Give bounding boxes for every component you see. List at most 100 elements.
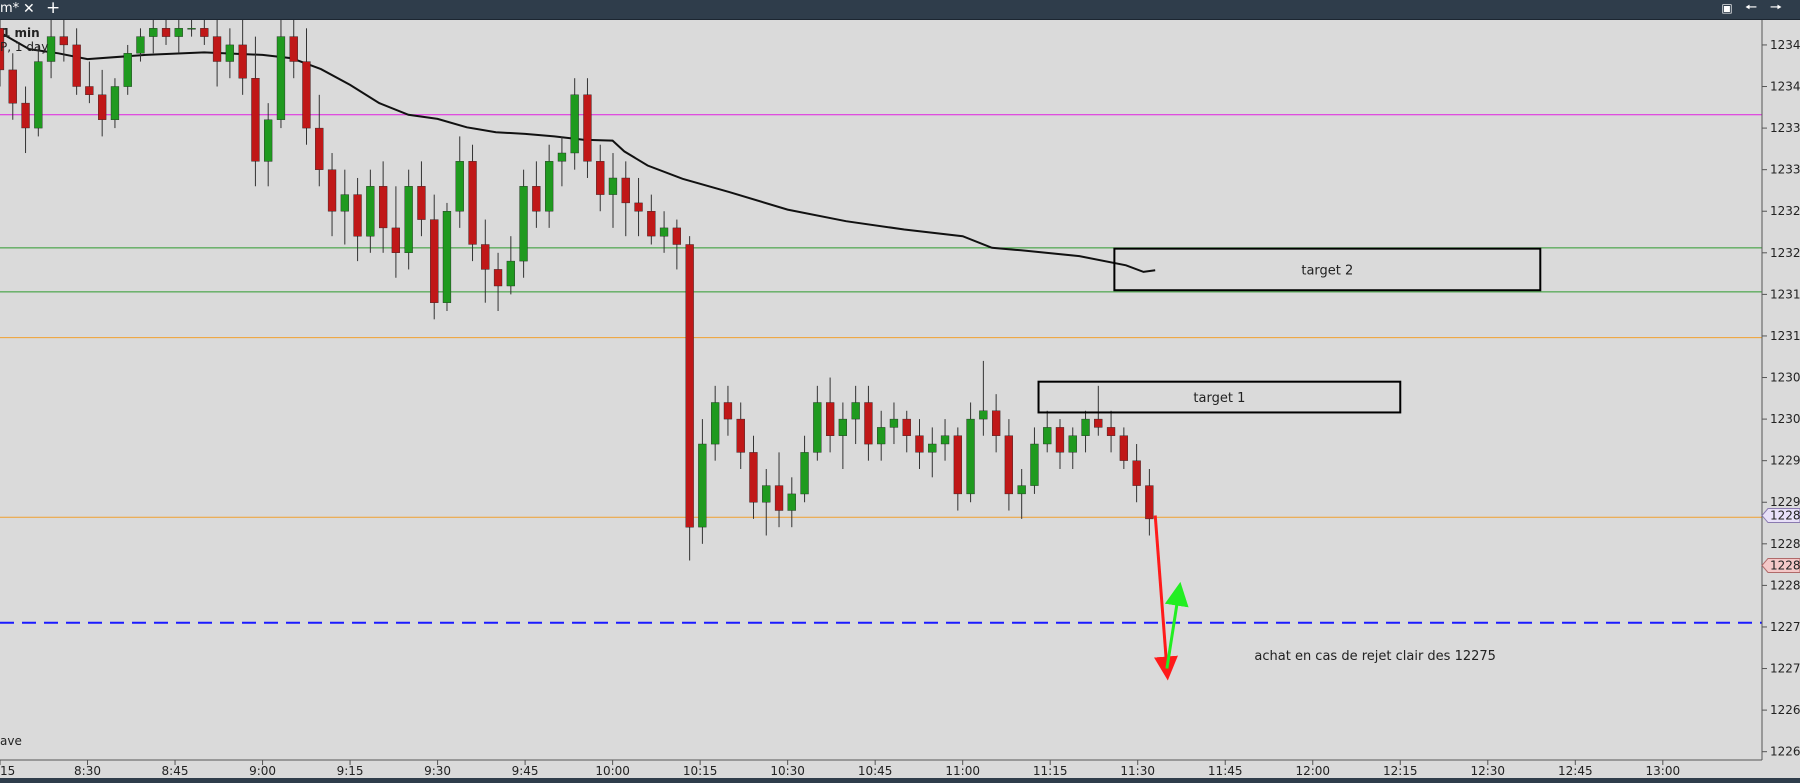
- candle-body-down: [992, 410, 1001, 436]
- arrow-right-icon[interactable]: 🠖: [1769, 0, 1783, 16]
- x-axis: 15 8:30 8:45 9:00 9:15 9:30 9:45 10:00 10:15 10:3…: [0, 760, 1680, 778]
- candle-body-up: [787, 493, 796, 511]
- candle: [110, 78, 120, 129]
- candle: [149, 20, 158, 54]
- price-marker-12288: 12288: [1761, 508, 1800, 524]
- candle: [506, 236, 515, 295]
- candle: [1145, 468, 1154, 536]
- candle-body-down: [391, 227, 400, 253]
- candle-body-down: [647, 210, 656, 237]
- y-tick-label: 12300: [1770, 412, 1800, 426]
- candle: [1106, 410, 1116, 453]
- candle-body-down: [685, 244, 694, 528]
- y-tick-label: 12330: [1770, 163, 1800, 177]
- interval-label: 1 min: [2, 26, 40, 40]
- candle: [672, 219, 682, 270]
- chart-tab-label[interactable]: m*: [0, 1, 20, 16]
- target-box-frame: [1037, 380, 1402, 414]
- x-tick-label: 11:15: [1033, 764, 1068, 778]
- y-tick-label: 12335: [1770, 121, 1800, 135]
- bottom-left-label: ave: [0, 734, 22, 748]
- candle: [289, 20, 298, 79]
- candle: [200, 20, 209, 45]
- candle-body-up: [928, 443, 937, 453]
- candle: [264, 103, 273, 187]
- candles: [0, 20, 1154, 561]
- candle: [621, 161, 630, 237]
- candle-body-down: [200, 28, 209, 37]
- candle-body-up: [698, 443, 707, 528]
- candle-body-down: [161, 28, 171, 37]
- y-tick-label: 12270: [1770, 662, 1800, 676]
- x-tick-label: 11:00: [945, 764, 980, 778]
- price-marker-label: 12282: [1770, 558, 1800, 572]
- candle: [238, 20, 247, 95]
- candle-body-up: [851, 402, 860, 420]
- target-box-label-target-1: target 1: [1193, 391, 1245, 406]
- candle-body-down: [532, 186, 541, 212]
- close-icon[interactable]: ✕: [23, 1, 35, 17]
- candle: [519, 169, 528, 278]
- x-tick-label: 12:45: [1558, 764, 1593, 778]
- candle-body-up: [123, 53, 132, 87]
- candle: [174, 20, 183, 54]
- candle-body-down: [353, 194, 362, 237]
- candle: [21, 86, 30, 154]
- candle-body-down: [315, 127, 324, 170]
- candle: [136, 28, 145, 62]
- candle-body-up: [800, 452, 809, 495]
- candle: [442, 202, 452, 312]
- candle-body-down: [59, 36, 69, 46]
- candlestick-chart[interactable]: target 2 target 1 achat en cas de rejet cl…: [0, 20, 1800, 778]
- x-tick-label: 9:15: [337, 764, 364, 778]
- horizontal-levels: [0, 114, 1762, 624]
- candle-body-down: [238, 44, 247, 79]
- candle-body-up: [940, 435, 950, 445]
- x-tick-label: 13:00: [1646, 764, 1681, 778]
- target-box-target-2: target 2: [1113, 247, 1542, 292]
- candle: [340, 169, 349, 245]
- candle: [1043, 410, 1052, 453]
- candle-body-up: [519, 186, 528, 262]
- candle: [1094, 385, 1103, 436]
- x-tick-label: 9:00: [249, 764, 276, 778]
- candle: [455, 136, 464, 228]
- candle: [493, 252, 503, 312]
- candle-body-down: [1094, 418, 1103, 428]
- candle: [481, 219, 490, 303]
- target-box-label-target-2: target 2: [1301, 263, 1353, 278]
- candle: [902, 410, 911, 453]
- candle: [928, 427, 937, 478]
- candle: [123, 44, 132, 95]
- candle-body-up: [442, 210, 452, 303]
- add-tab-icon[interactable]: +: [46, 0, 61, 18]
- candle-body-down: [72, 44, 81, 87]
- bottom-strip: [0, 778, 1800, 783]
- y-tick-label: 12340: [1770, 80, 1800, 94]
- restore-icon[interactable]: ▣: [1721, 1, 1733, 15]
- candle-body-down: [583, 94, 592, 162]
- candle: [736, 402, 745, 469]
- candle-body-up: [1081, 418, 1090, 436]
- candle-body-down: [212, 36, 222, 62]
- candle: [8, 53, 17, 120]
- candle-body-up: [570, 94, 579, 154]
- y-tick-label: 12345: [1770, 38, 1800, 52]
- candle-body-down: [430, 219, 439, 303]
- candle: [85, 61, 94, 104]
- candle: [1017, 468, 1026, 519]
- candle-body-up: [506, 260, 515, 287]
- candle-body-up: [608, 177, 618, 195]
- x-tick-label: 9:45: [512, 764, 539, 778]
- candle-body-down: [1132, 460, 1141, 486]
- arrow-left-icon[interactable]: 🠔: [1744, 0, 1758, 16]
- price-marker-12282: 12282: [1761, 557, 1800, 573]
- candle: [877, 410, 886, 461]
- x-tick-label: 8:45: [162, 764, 189, 778]
- target-box-target-1: target 1: [1037, 380, 1402, 414]
- candle: [851, 385, 860, 445]
- candle-body-up: [877, 427, 886, 445]
- candle: [0, 20, 5, 87]
- candle: [787, 477, 796, 528]
- candle-body-down: [864, 402, 873, 445]
